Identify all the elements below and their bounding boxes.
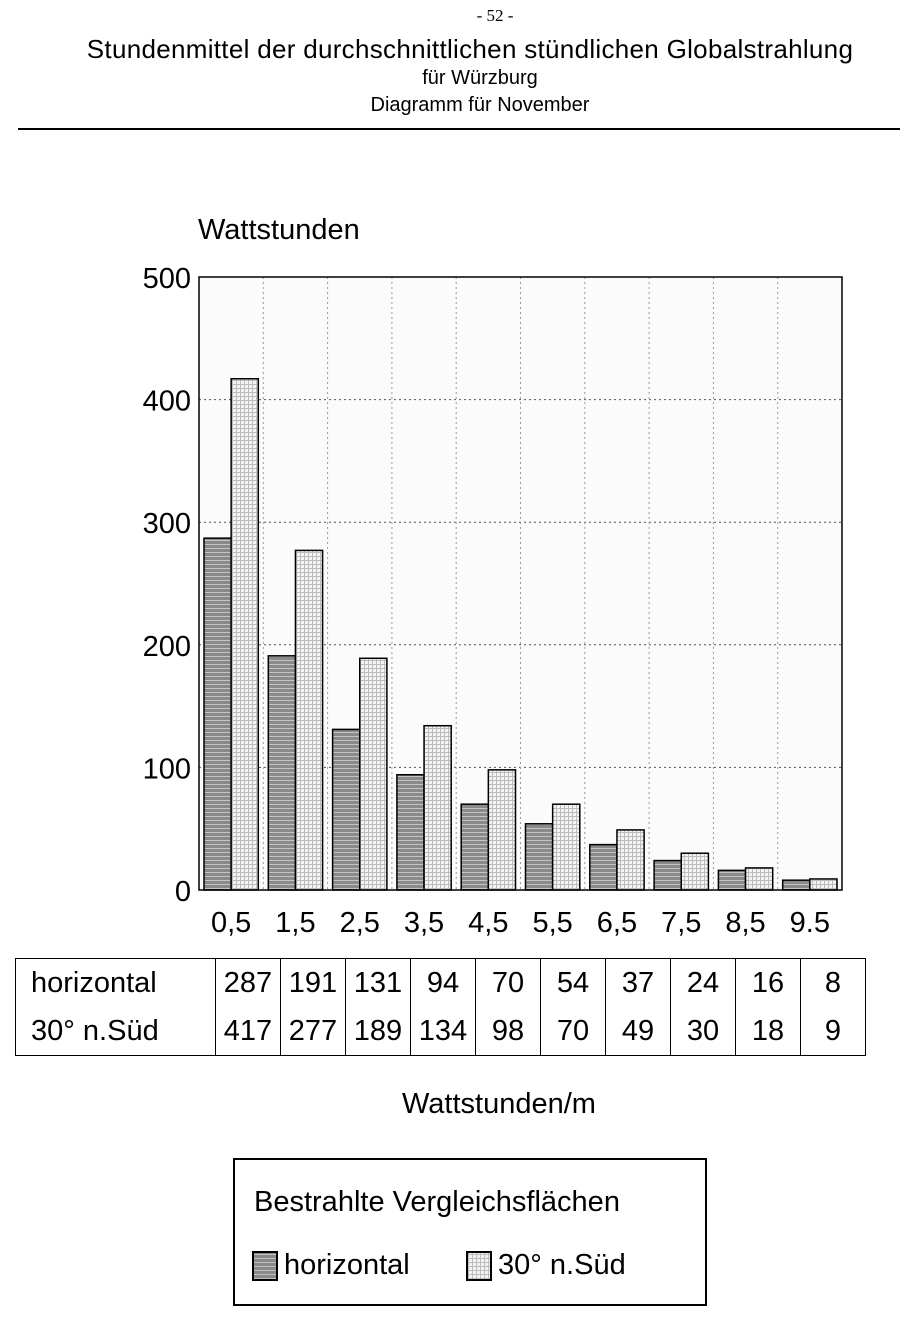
- page-title: Stundenmittel der durchschnittlichen stü…: [86, 34, 854, 64]
- y-tick-label: 100: [143, 753, 191, 785]
- table-cell: 277: [280, 1007, 346, 1056]
- bar-south: [680, 852, 710, 891]
- table-row-label: horizontal: [15, 958, 216, 1007]
- x-tick-label: 4,5: [468, 907, 508, 939]
- page-number: - 52 -: [476, 6, 514, 25]
- table-row: horizontal 287 191 131 94 70 54 37 24 16 8: [15, 958, 866, 1007]
- bar-horizontal: [781, 879, 811, 891]
- legend-item-horizontal: horizontal: [252, 1249, 410, 1282]
- x-tick-label: 3,5: [404, 907, 444, 939]
- table-row-label: 30° n.Süd: [15, 1007, 216, 1056]
- bar-south: [423, 724, 452, 891]
- bars: [203, 378, 838, 891]
- table-cell: 70: [475, 958, 541, 1007]
- units-label: Wattstunden/m: [402, 1088, 596, 1120]
- bar-horizontal: [653, 859, 682, 891]
- x-tick-label: 8,5: [725, 907, 765, 939]
- table-cell: 37: [605, 958, 671, 1007]
- table-cell: 16: [735, 958, 801, 1007]
- table-cell: 8: [800, 958, 866, 1007]
- horizontal-swatch: [252, 1250, 278, 1281]
- table-cell: 287: [215, 958, 281, 1007]
- bar-south: [359, 657, 388, 891]
- y-axis-label: Wattstunden: [198, 214, 360, 246]
- x-tick-label: 9.5: [790, 907, 830, 939]
- table-cell: 30: [670, 1007, 736, 1056]
- header-rule: [18, 128, 900, 130]
- bar-south: [230, 378, 260, 891]
- grid-lines: [199, 277, 842, 890]
- table-cell: 134: [410, 1007, 476, 1056]
- table-cell: 54: [540, 958, 606, 1007]
- y-tick-label: 500: [143, 263, 191, 295]
- bar-south: [744, 867, 774, 891]
- legend-label-south: 30° n.Süd: [498, 1249, 626, 1281]
- south-swatch: [466, 1250, 492, 1281]
- table-cell: 9: [800, 1007, 866, 1056]
- table-cell: 70: [540, 1007, 606, 1056]
- table-cell: 189: [345, 1007, 411, 1056]
- bar-horizontal: [589, 843, 618, 891]
- y-tick-label: 200: [143, 631, 191, 663]
- y-tick-label: 400: [143, 386, 191, 418]
- bar-horizontal: [203, 537, 232, 891]
- bar-horizontal: [267, 655, 297, 891]
- y-tick-label: 300: [143, 508, 191, 540]
- table-row: 30° n.Süd 417 277 189 134 98 70 49 30 18 9: [15, 1007, 866, 1056]
- bar-horizontal: [460, 803, 490, 891]
- legend-label-horizontal: horizontal: [284, 1249, 410, 1281]
- legend-item-south: 30° n.Süd: [466, 1249, 626, 1282]
- bar-south: [294, 549, 324, 891]
- bar-south: [487, 769, 517, 891]
- bar-south: [809, 878, 838, 891]
- table-cell: 18: [735, 1007, 801, 1056]
- table-cell: 94: [410, 958, 476, 1007]
- x-tick-label: 0,5: [211, 907, 251, 939]
- bar-chart: 0 100 200 300 400 500 0,5 1,5 2,5 3,5 4,5 5,5 6,5 7,5…: [143, 263, 843, 939]
- subtitle-location: für Würzburg: [422, 67, 538, 89]
- table-cell: 131: [345, 958, 411, 1007]
- bar-horizontal: [717, 869, 747, 891]
- bar-horizontal: [331, 728, 361, 891]
- table-cell: 24: [670, 958, 736, 1007]
- subtitle-diagram: Diagramm für November: [370, 94, 590, 116]
- x-tick-label: 6,5: [597, 907, 637, 939]
- x-tick-label: 2,5: [340, 907, 380, 939]
- legend: Bestrahlte Vergleichsflächen horizontal …: [233, 1158, 707, 1306]
- tick-labels: 0 100 200 300 400 500 0,5 1,5 2,5 3,5 4,5 5,5 6,5 7,5…: [143, 263, 830, 939]
- bar-horizontal: [396, 774, 425, 891]
- x-tick-label: 5,5: [532, 907, 572, 939]
- legend-title: Bestrahlte Vergleichsflächen: [254, 1186, 620, 1218]
- plot-frame: [198, 276, 843, 891]
- x-tick-label: 7,5: [661, 907, 701, 939]
- table-cell: 191: [280, 958, 346, 1007]
- x-tick-label: 1,5: [275, 907, 315, 939]
- data-table: horizontal 287 191 131 94 70 54 37 24 16 8 30° n.Sü…: [15, 958, 866, 1056]
- bar-horizontal: [524, 823, 554, 891]
- y-tick-label: 0: [175, 876, 191, 908]
- table-cell: 98: [475, 1007, 541, 1056]
- bar-south: [616, 829, 645, 891]
- table-cell: 417: [215, 1007, 281, 1056]
- bar-south: [551, 803, 581, 891]
- table-cell: 49: [605, 1007, 671, 1056]
